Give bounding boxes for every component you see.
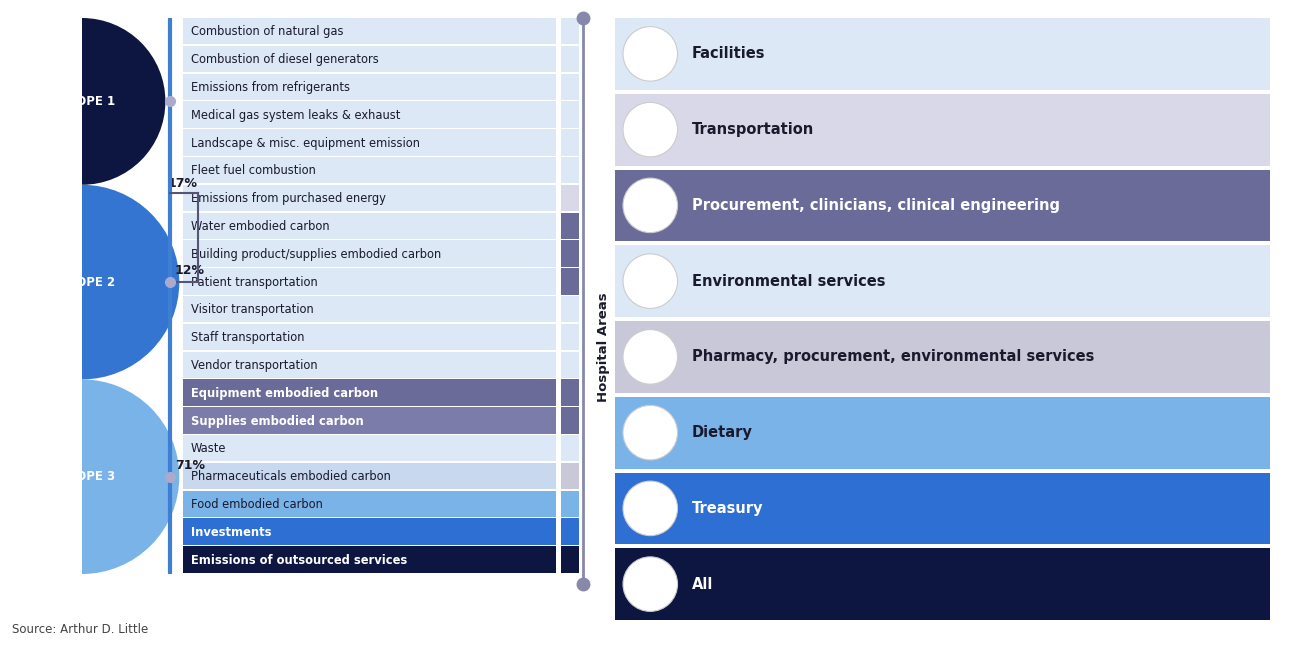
- Circle shape: [623, 405, 677, 460]
- Text: Food embodied carbon: Food embodied carbon: [191, 498, 322, 511]
- FancyBboxPatch shape: [561, 407, 579, 434]
- FancyBboxPatch shape: [561, 546, 579, 572]
- Text: Vendor transportation: Vendor transportation: [191, 359, 317, 372]
- Circle shape: [623, 103, 677, 157]
- Text: Supplies embodied carbon: Supplies embodied carbon: [191, 415, 364, 428]
- FancyBboxPatch shape: [561, 129, 579, 156]
- Text: Waste: Waste: [191, 442, 227, 455]
- Text: All: All: [691, 577, 713, 592]
- Text: Pharmaceuticals embodied carbon: Pharmaceuticals embodied carbon: [191, 470, 391, 483]
- FancyBboxPatch shape: [183, 157, 556, 183]
- Text: Dietary: Dietary: [691, 425, 752, 440]
- Circle shape: [623, 27, 677, 81]
- Text: Building product/supplies embodied carbon: Building product/supplies embodied carbo…: [191, 248, 441, 261]
- Text: Source: Arthur D. Little: Source: Arthur D. Little: [12, 623, 148, 636]
- FancyBboxPatch shape: [183, 296, 556, 322]
- Text: 17%: 17%: [168, 177, 197, 190]
- Text: Pharmacy, procurement, environmental services: Pharmacy, procurement, environmental ser…: [691, 349, 1094, 364]
- Text: Equipment embodied carbon: Equipment embodied carbon: [191, 387, 378, 400]
- FancyBboxPatch shape: [183, 546, 556, 572]
- FancyBboxPatch shape: [183, 435, 556, 461]
- FancyBboxPatch shape: [561, 185, 579, 211]
- Text: Facilities: Facilities: [691, 46, 765, 61]
- FancyBboxPatch shape: [183, 241, 556, 267]
- FancyBboxPatch shape: [561, 490, 579, 517]
- FancyBboxPatch shape: [615, 245, 1269, 317]
- Circle shape: [623, 330, 677, 384]
- FancyBboxPatch shape: [615, 18, 1269, 90]
- FancyBboxPatch shape: [561, 519, 579, 545]
- FancyBboxPatch shape: [183, 129, 556, 156]
- Text: Investments: Investments: [191, 526, 271, 539]
- FancyBboxPatch shape: [561, 74, 579, 100]
- Text: Transportation: Transportation: [691, 122, 814, 137]
- FancyBboxPatch shape: [561, 463, 579, 489]
- Circle shape: [623, 481, 677, 536]
- Circle shape: [623, 178, 677, 233]
- FancyBboxPatch shape: [561, 435, 579, 461]
- FancyBboxPatch shape: [183, 407, 556, 434]
- FancyBboxPatch shape: [183, 213, 556, 239]
- FancyBboxPatch shape: [561, 324, 579, 350]
- FancyBboxPatch shape: [561, 46, 579, 72]
- Text: Emissions from refrigerants: Emissions from refrigerants: [191, 81, 350, 94]
- Text: Environmental services: Environmental services: [691, 273, 885, 288]
- Circle shape: [623, 254, 677, 309]
- Text: SCOPE 1: SCOPE 1: [59, 95, 115, 108]
- FancyBboxPatch shape: [615, 321, 1269, 393]
- FancyBboxPatch shape: [183, 490, 556, 517]
- FancyBboxPatch shape: [615, 94, 1269, 165]
- FancyBboxPatch shape: [183, 18, 556, 44]
- Wedge shape: [83, 185, 179, 379]
- FancyBboxPatch shape: [183, 101, 556, 128]
- Text: SCOPE 3: SCOPE 3: [59, 470, 115, 483]
- FancyBboxPatch shape: [183, 74, 556, 100]
- FancyBboxPatch shape: [561, 379, 579, 405]
- Text: Water embodied carbon: Water embodied carbon: [191, 220, 330, 233]
- FancyBboxPatch shape: [615, 472, 1269, 544]
- FancyBboxPatch shape: [183, 352, 556, 378]
- FancyBboxPatch shape: [183, 46, 556, 72]
- FancyBboxPatch shape: [183, 379, 556, 405]
- Text: 71%: 71%: [175, 458, 205, 472]
- Text: Emissions of outsourced services: Emissions of outsourced services: [191, 553, 408, 566]
- Text: Medical gas system leaks & exhaust: Medical gas system leaks & exhaust: [191, 109, 400, 122]
- Text: SCOPE 2: SCOPE 2: [59, 275, 115, 288]
- FancyBboxPatch shape: [183, 463, 556, 489]
- FancyBboxPatch shape: [183, 268, 556, 294]
- Text: Landscape & misc. equipment emission: Landscape & misc. equipment emission: [191, 137, 421, 150]
- FancyBboxPatch shape: [615, 548, 1269, 620]
- Text: Treasury: Treasury: [691, 501, 762, 516]
- FancyBboxPatch shape: [561, 241, 579, 267]
- FancyBboxPatch shape: [561, 296, 579, 322]
- FancyBboxPatch shape: [561, 352, 579, 378]
- FancyBboxPatch shape: [561, 268, 579, 294]
- FancyBboxPatch shape: [561, 18, 579, 44]
- Text: Staff transportation: Staff transportation: [191, 331, 304, 344]
- Text: Visitor transportation: Visitor transportation: [191, 303, 313, 317]
- Text: Fleet fuel combustion: Fleet fuel combustion: [191, 164, 316, 177]
- Text: Patient transportation: Patient transportation: [191, 275, 317, 288]
- FancyBboxPatch shape: [561, 101, 579, 128]
- FancyBboxPatch shape: [615, 397, 1269, 468]
- Wedge shape: [83, 18, 165, 185]
- FancyBboxPatch shape: [183, 324, 556, 350]
- Text: Hospital Areas: Hospital Areas: [597, 292, 610, 402]
- Wedge shape: [83, 379, 179, 574]
- Text: Combustion of natural gas: Combustion of natural gas: [191, 26, 343, 39]
- Text: 12%: 12%: [175, 264, 205, 277]
- Text: Procurement, clinicians, clinical engineering: Procurement, clinicians, clinical engine…: [691, 198, 1059, 213]
- Text: Emissions from purchased energy: Emissions from purchased energy: [191, 192, 386, 205]
- FancyBboxPatch shape: [561, 157, 579, 183]
- FancyBboxPatch shape: [561, 213, 579, 239]
- FancyBboxPatch shape: [183, 519, 556, 545]
- FancyBboxPatch shape: [615, 169, 1269, 241]
- Circle shape: [623, 557, 677, 611]
- Text: Combustion of diesel generators: Combustion of diesel generators: [191, 53, 379, 66]
- FancyBboxPatch shape: [183, 185, 556, 211]
